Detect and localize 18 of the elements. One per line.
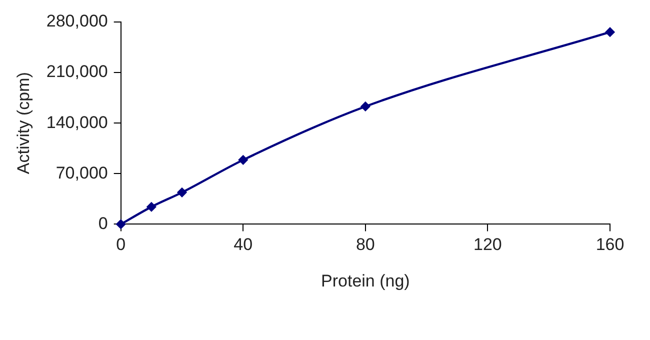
point — [146, 202, 156, 212]
y-axis-title: Activity (cpm) — [14, 72, 33, 174]
x-tick-label: 40 — [234, 235, 253, 254]
y-tick-label: 280,000 — [46, 12, 108, 31]
x-tick-label: 160 — [596, 235, 624, 254]
point — [177, 188, 187, 198]
y-tick-label: 140,000 — [46, 112, 108, 132]
point — [238, 155, 248, 165]
y-tick-label: 210,000 — [46, 62, 108, 82]
x-tick-label: 80 — [356, 235, 375, 254]
x-tick-label: 0 — [116, 235, 126, 254]
x-axis-title: Protein (ng) — [321, 271, 410, 290]
point — [360, 102, 370, 112]
y-tick-label: 70,000 — [56, 163, 108, 182]
point — [116, 220, 126, 229]
x-tick-label: 120 — [474, 235, 502, 254]
point — [605, 28, 615, 37]
y-tick-label: 0 — [98, 214, 108, 233]
